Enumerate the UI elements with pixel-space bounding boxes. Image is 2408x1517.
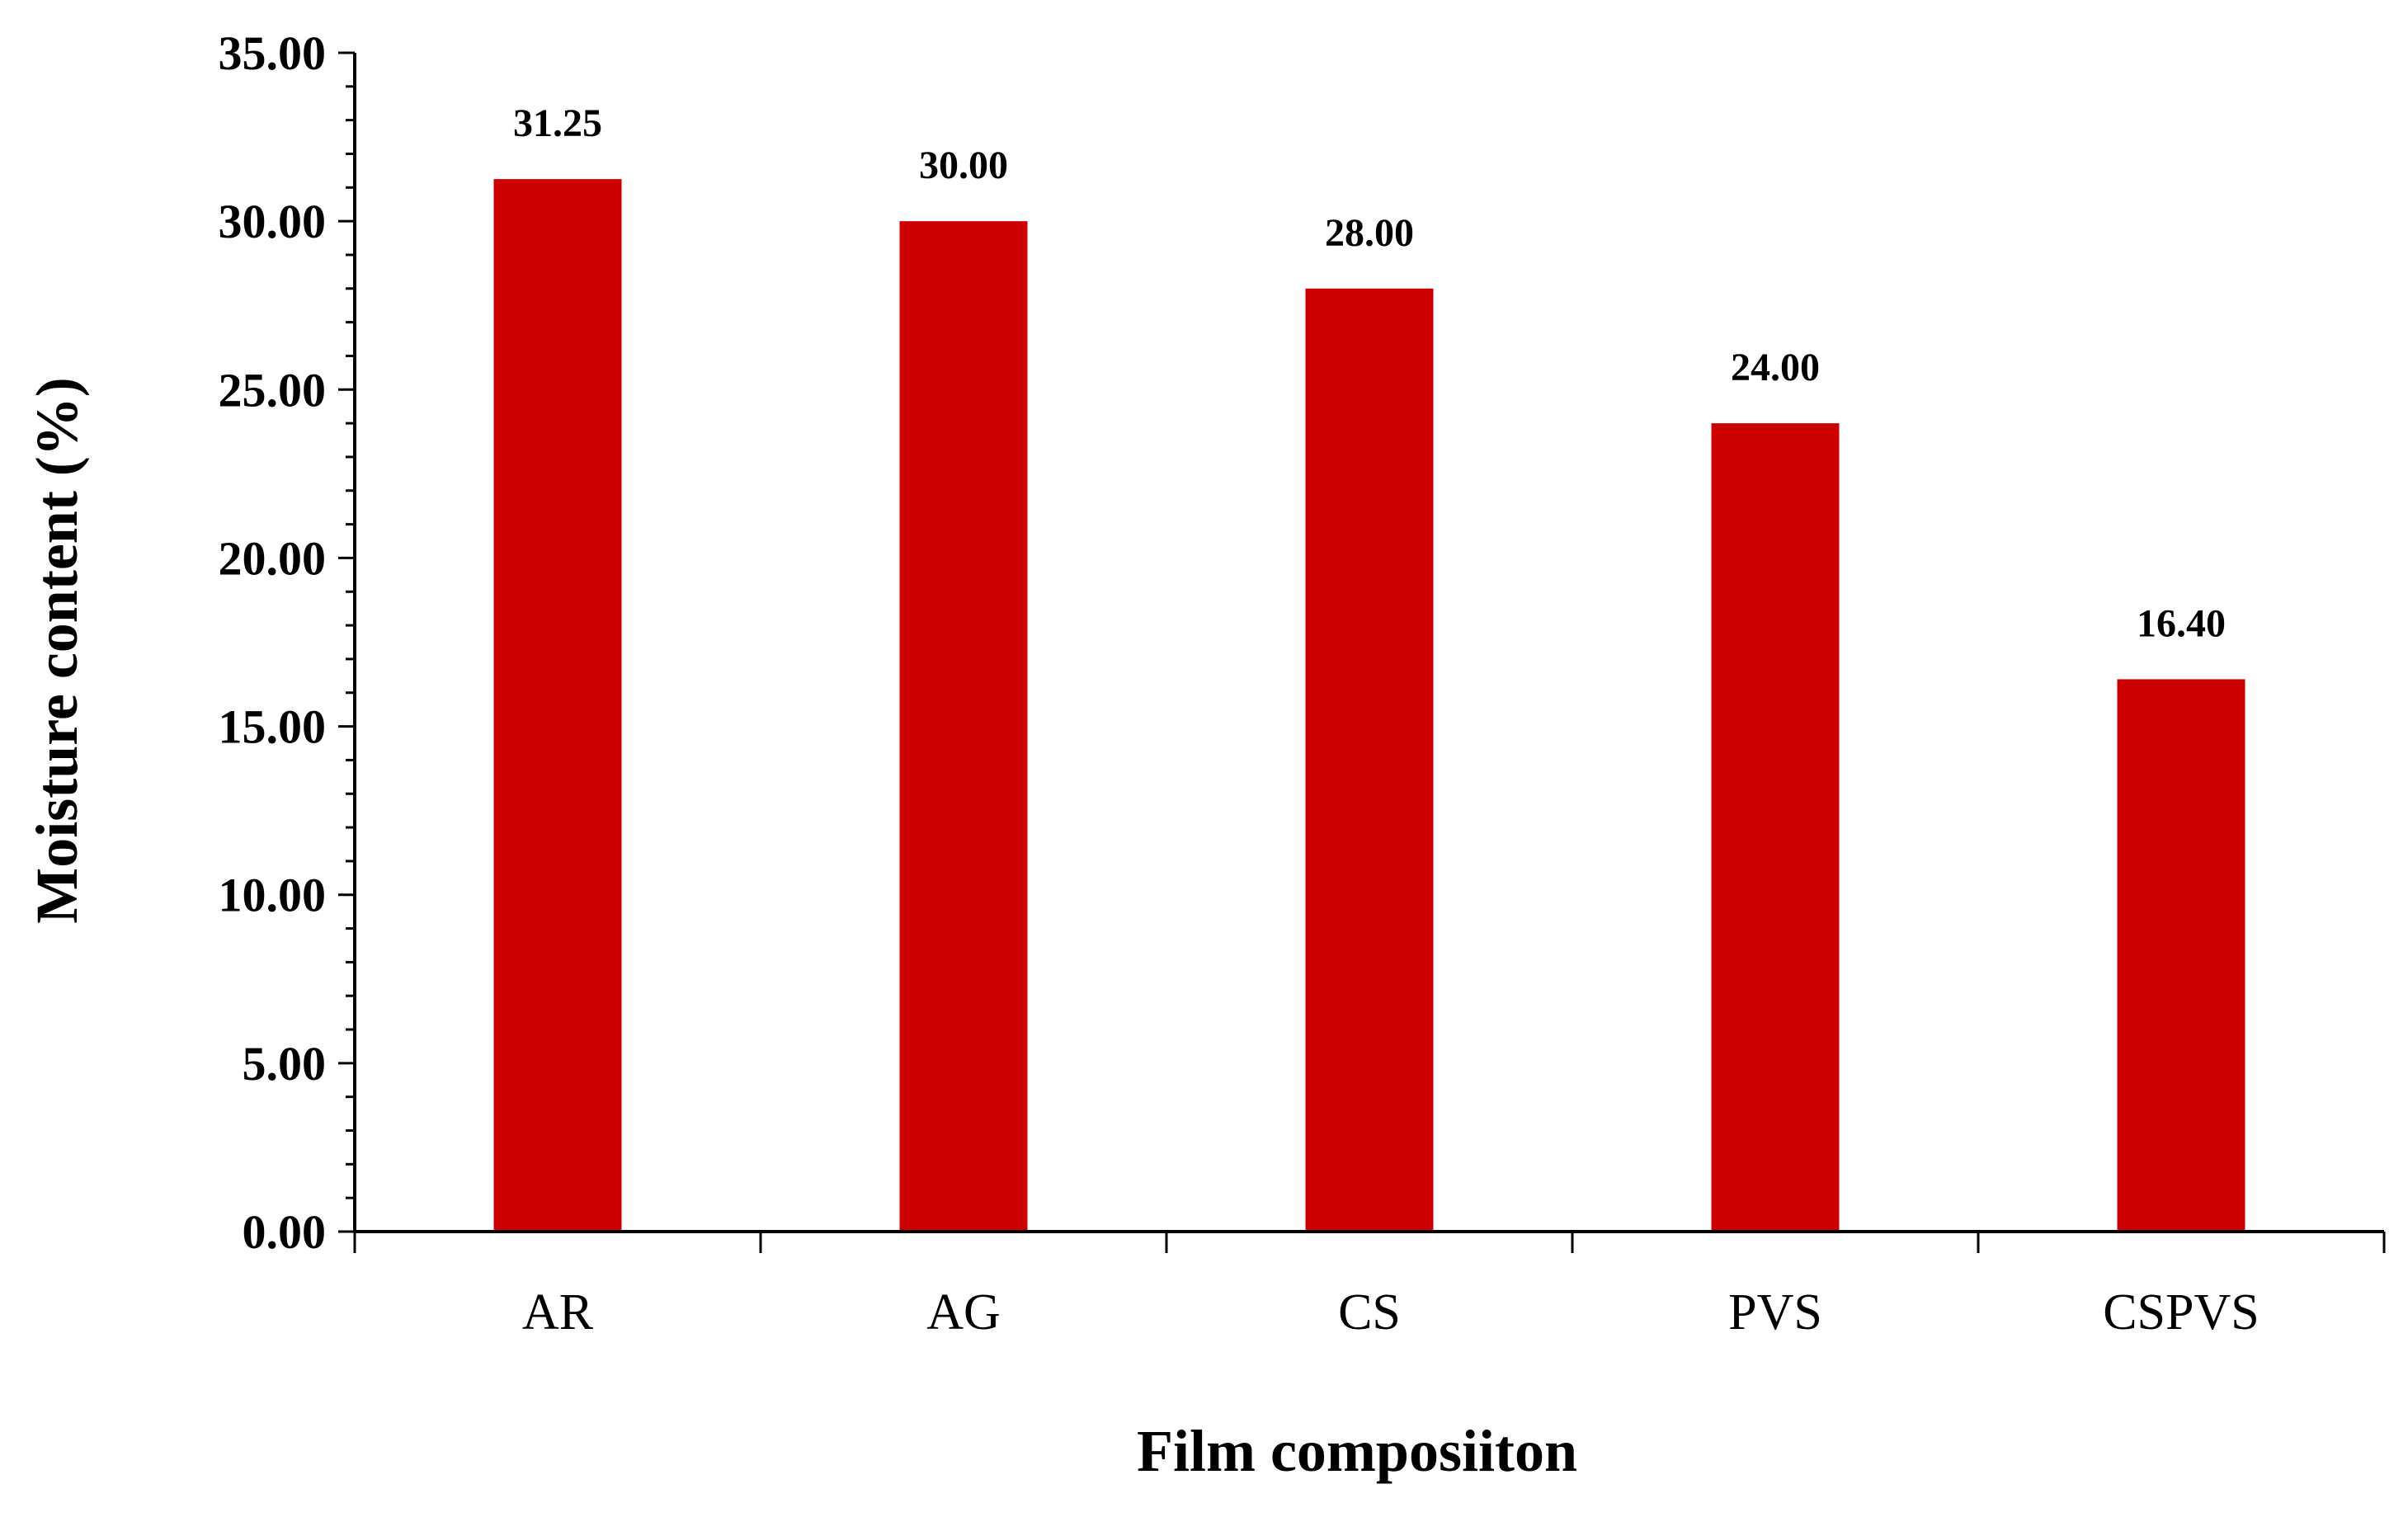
- data-label: 30.00: [919, 144, 1008, 187]
- y-tick-label: 20.00: [219, 531, 327, 585]
- axes-group: [353, 53, 2384, 1233]
- y-tick-label: 15.00: [219, 700, 327, 754]
- y-ticks-group: 0.00 5.00 10.00 15.00 20.00 25.00 30.00 35.00: [219, 26, 355, 1259]
- bar: [493, 179, 622, 1232]
- x-category-label: CSPVS: [2103, 1284, 2260, 1340]
- y-tick-label: 0.00: [243, 1205, 327, 1259]
- x-category-label: CS: [1338, 1284, 1401, 1340]
- x-category-label: PVS: [1728, 1284, 1822, 1340]
- data-label: 28.00: [1325, 211, 1414, 255]
- y-tick-label: 5.00: [243, 1037, 327, 1091]
- data-label: 16.40: [2137, 601, 2226, 645]
- y-tick-label: 10.00: [219, 869, 327, 922]
- data-label: 31.25: [513, 101, 602, 145]
- bar: [899, 221, 1028, 1232]
- x-category-label: AR: [522, 1284, 594, 1340]
- bars-group: [493, 179, 2245, 1232]
- y-axis-title: Moisture content (%): [24, 377, 90, 924]
- y-tick-label: 25.00: [219, 363, 327, 417]
- x-axis-title: Film composiiton: [1137, 1418, 1577, 1484]
- bar: [1305, 288, 1434, 1232]
- bar: [1711, 423, 1840, 1232]
- data-label: 24.00: [1731, 346, 1820, 389]
- y-tick-label: 30.00: [219, 195, 327, 248]
- y-tick-label: 35.00: [219, 26, 327, 80]
- data-labels-group: 31.25 30.00 28.00 24.00 16.40: [513, 101, 2226, 645]
- x-category-label: AG: [926, 1284, 1001, 1340]
- bar: [2117, 679, 2245, 1232]
- x-ticks-group: AR AG CS PVS CSPVS: [353, 1232, 2386, 1340]
